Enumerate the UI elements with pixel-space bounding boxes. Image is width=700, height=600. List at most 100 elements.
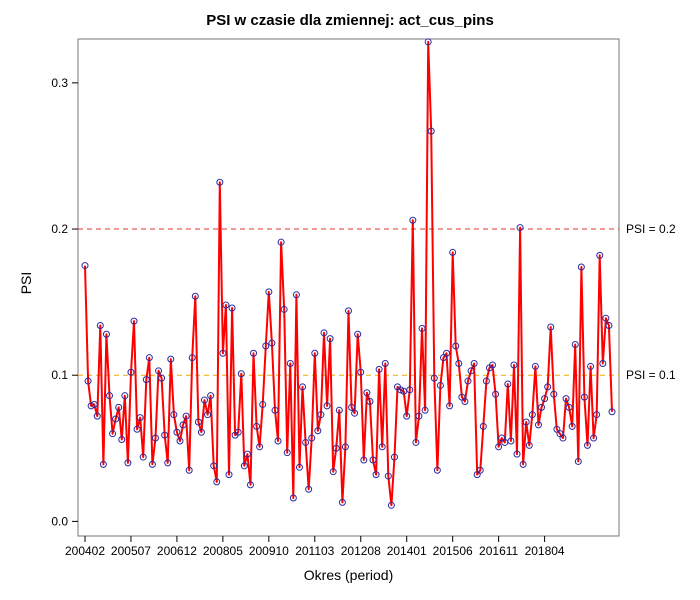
data-point (443, 349, 451, 357)
data-point (142, 376, 150, 384)
data-point (461, 398, 469, 406)
data-point (164, 459, 172, 467)
series-layer (81, 38, 616, 509)
data-point (283, 449, 291, 457)
data-point (596, 251, 604, 259)
data-point (544, 383, 552, 391)
x-tick-label: 200910 (249, 544, 289, 558)
data-point (295, 463, 303, 471)
data-point (292, 291, 300, 299)
data-point (525, 441, 533, 449)
data-point (571, 341, 579, 349)
data-point (161, 431, 169, 439)
data-point (351, 409, 359, 417)
y-tick-label: 0.2 (51, 222, 68, 236)
y-axis-label: PSI (18, 271, 34, 295)
data-point (495, 443, 503, 451)
data-point (583, 441, 591, 449)
data-point (176, 437, 184, 445)
data-point (436, 381, 444, 389)
data-point (250, 349, 258, 357)
data-point (446, 402, 454, 410)
data-point (289, 494, 297, 502)
data-point (185, 466, 193, 474)
x-tick-label: 201208 (341, 544, 381, 558)
data-point (433, 466, 441, 474)
data-point (127, 368, 135, 376)
x-tick-label: 201103 (295, 544, 334, 558)
data-point (372, 471, 380, 479)
y-tick-label: 0.0 (51, 514, 68, 528)
data-point (240, 462, 248, 470)
data-point (348, 403, 356, 411)
data-point (121, 392, 129, 400)
data-point (155, 367, 163, 375)
data-point (479, 422, 487, 430)
data-point (106, 392, 114, 400)
data-point (587, 362, 595, 370)
data-point (167, 355, 175, 363)
data-point (323, 402, 331, 410)
data-point (430, 374, 438, 382)
data-point (369, 456, 377, 464)
data-point (124, 459, 132, 467)
data-point (424, 38, 432, 46)
data-point (234, 428, 242, 436)
data-point (170, 411, 178, 419)
data-point (158, 374, 166, 382)
data-point (513, 450, 521, 458)
x-tick-label: 200612 (157, 544, 197, 558)
data-point (308, 434, 316, 442)
data-point (363, 389, 371, 397)
data-point (550, 390, 558, 398)
data-point (253, 422, 261, 430)
data-point (246, 481, 254, 489)
y-tick-label: 0.3 (51, 76, 68, 90)
x-tick-label: 200507 (111, 544, 151, 558)
data-point (415, 412, 423, 420)
data-point (109, 430, 117, 438)
data-point (522, 418, 530, 426)
data-point (602, 314, 610, 322)
data-point (256, 443, 264, 451)
data-point (182, 412, 190, 420)
data-point (259, 400, 267, 408)
data-point (568, 422, 576, 430)
plot-frame (77, 38, 620, 537)
data-point (338, 498, 346, 506)
x-tick-label: 201804 (525, 544, 565, 558)
data-point (482, 377, 490, 385)
data-point (519, 460, 527, 468)
x-axis-label: Okres (period) (303, 567, 394, 583)
data-point (222, 301, 230, 309)
data-point (200, 396, 208, 404)
data-point (403, 412, 411, 420)
data-point (467, 367, 475, 375)
reference-line-label-1: PSI = 0.1 (626, 368, 676, 382)
data-point (489, 361, 497, 369)
data-point (243, 450, 251, 458)
data-point (565, 403, 573, 411)
data-point (90, 400, 98, 408)
data-point (528, 411, 536, 419)
data-point (605, 322, 613, 330)
data-point (145, 354, 153, 362)
data-point (384, 472, 392, 480)
data-point (580, 393, 588, 401)
data-point (102, 330, 110, 338)
data-point (274, 437, 282, 445)
data-point (547, 323, 555, 331)
data-point (590, 434, 598, 442)
data-point (280, 305, 288, 313)
data-point (449, 248, 457, 256)
data-point (516, 224, 524, 232)
data-point (387, 501, 395, 509)
data-point (345, 307, 352, 315)
data-point (599, 360, 607, 368)
data-point (228, 304, 236, 312)
data-point (366, 398, 374, 406)
data-point (574, 457, 582, 465)
data-point (381, 360, 389, 368)
